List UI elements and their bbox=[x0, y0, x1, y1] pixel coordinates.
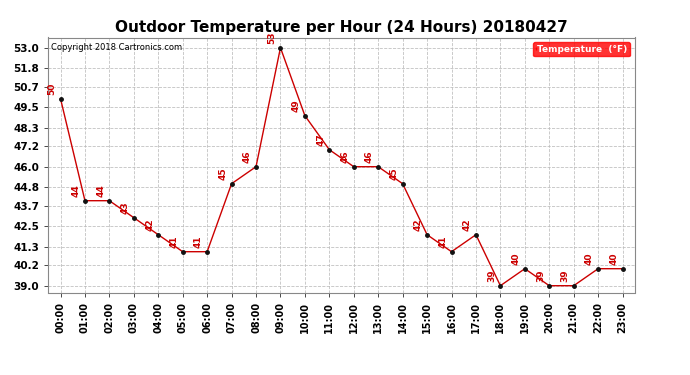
Text: 41: 41 bbox=[438, 235, 447, 248]
Text: Copyright 2018 Cartronics.com: Copyright 2018 Cartronics.com bbox=[51, 43, 182, 52]
Text: 46: 46 bbox=[365, 150, 374, 162]
Text: 42: 42 bbox=[145, 218, 154, 231]
Text: 40: 40 bbox=[512, 252, 521, 264]
Text: 39: 39 bbox=[536, 269, 545, 282]
Text: 46: 46 bbox=[341, 150, 350, 162]
Title: Outdoor Temperature per Hour (24 Hours) 20180427: Outdoor Temperature per Hour (24 Hours) … bbox=[115, 20, 568, 35]
Text: 43: 43 bbox=[121, 201, 130, 213]
Text: 53: 53 bbox=[267, 31, 276, 44]
Text: 42: 42 bbox=[414, 218, 423, 231]
Text: 40: 40 bbox=[609, 252, 618, 264]
Text: 41: 41 bbox=[170, 235, 179, 248]
Text: 39: 39 bbox=[487, 269, 496, 282]
Text: 47: 47 bbox=[316, 133, 325, 146]
Text: 44: 44 bbox=[72, 184, 81, 196]
Text: 46: 46 bbox=[243, 150, 252, 162]
Text: 45: 45 bbox=[389, 167, 399, 180]
Text: 41: 41 bbox=[194, 235, 203, 248]
Text: 50: 50 bbox=[48, 82, 57, 94]
Text: 42: 42 bbox=[463, 218, 472, 231]
Text: 40: 40 bbox=[585, 252, 594, 264]
Text: 44: 44 bbox=[96, 184, 106, 196]
Text: 45: 45 bbox=[219, 167, 228, 180]
Text: 49: 49 bbox=[292, 99, 301, 111]
Legend: Temperature  (°F): Temperature (°F) bbox=[533, 42, 630, 56]
Text: 39: 39 bbox=[560, 269, 569, 282]
